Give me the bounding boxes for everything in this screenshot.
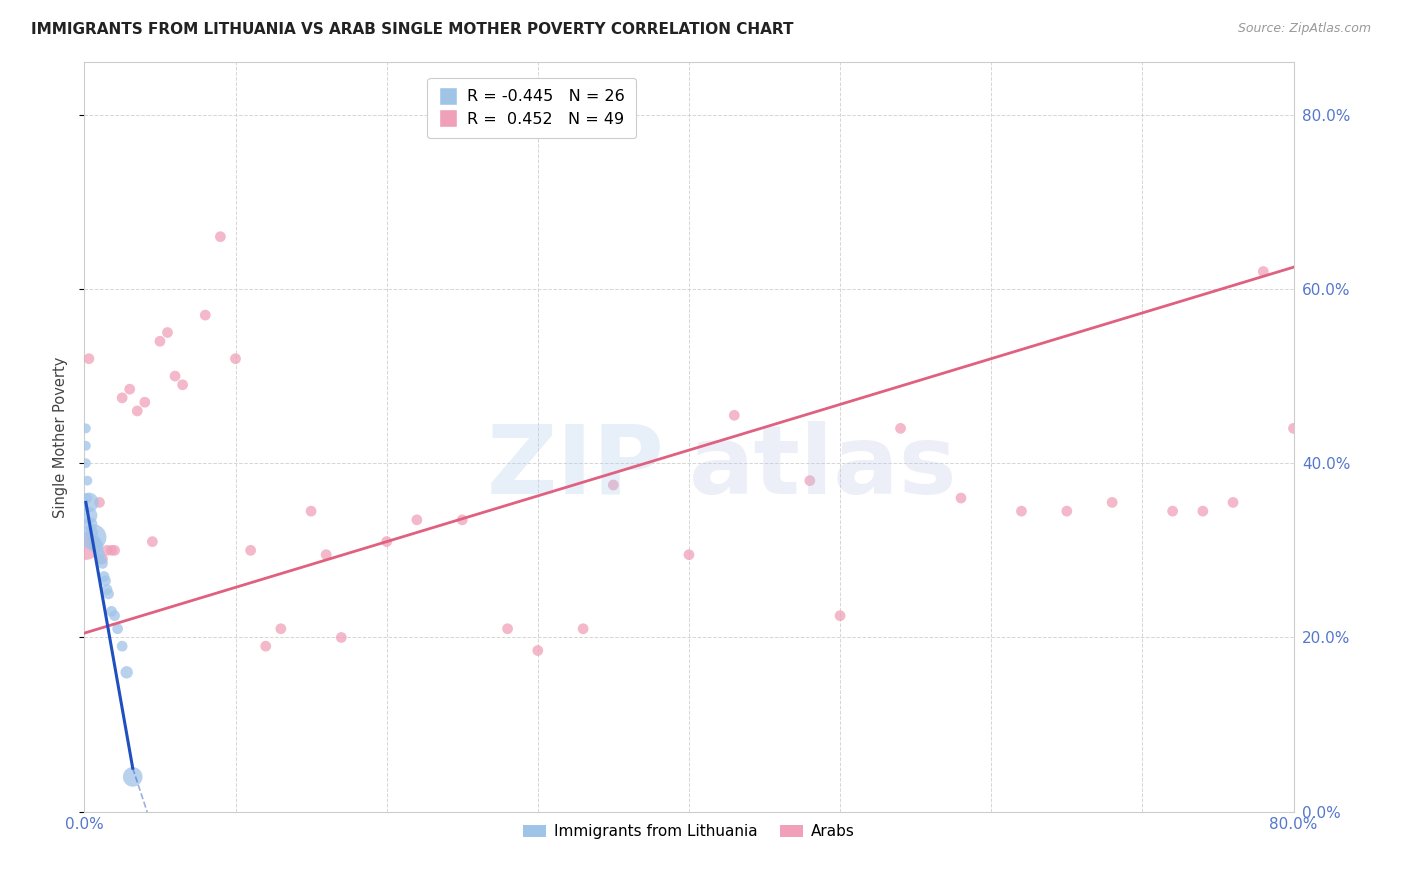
- Point: [91, 552, 114, 566]
- Point: [527, 643, 550, 657]
- Point: [1161, 504, 1184, 518]
- Point: [76, 491, 98, 505]
- Point: [406, 513, 429, 527]
- Point: [94, 574, 117, 588]
- Point: [239, 543, 262, 558]
- Point: [104, 543, 127, 558]
- Point: [225, 351, 247, 366]
- Point: [830, 608, 852, 623]
- Legend: Immigrants from Lithuania, Arabs: Immigrants from Lithuania, Arabs: [517, 818, 860, 846]
- Point: [1282, 421, 1305, 435]
- Point: [1192, 504, 1215, 518]
- Point: [209, 229, 232, 244]
- Point: [90, 552, 112, 566]
- Point: [80, 525, 103, 540]
- Point: [115, 665, 138, 680]
- Point: [1222, 495, 1244, 509]
- Point: [1056, 504, 1078, 518]
- Point: [77, 351, 100, 366]
- Point: [496, 622, 519, 636]
- Text: Source: ZipAtlas.com: Source: ZipAtlas.com: [1237, 22, 1371, 36]
- Point: [299, 504, 322, 518]
- Point: [77, 508, 100, 523]
- Point: [799, 474, 821, 488]
- Point: [111, 639, 134, 653]
- Point: [678, 548, 700, 562]
- Point: [141, 534, 163, 549]
- Point: [80, 534, 103, 549]
- Point: [127, 404, 149, 418]
- Y-axis label: Single Mother Poverty: Single Mother Poverty: [53, 357, 69, 517]
- Point: [111, 391, 134, 405]
- Text: IMMIGRANTS FROM LITHUANIA VS ARAB SINGLE MOTHER POVERTY CORRELATION CHART: IMMIGRANTS FROM LITHUANIA VS ARAB SINGLE…: [31, 22, 793, 37]
- Point: [134, 395, 156, 409]
- Point: [194, 308, 217, 322]
- Point: [254, 639, 277, 653]
- Point: [89, 548, 111, 562]
- Point: [330, 631, 353, 645]
- Point: [96, 543, 118, 558]
- Point: [172, 377, 194, 392]
- Point: [93, 569, 115, 583]
- Point: [156, 326, 179, 340]
- Point: [950, 491, 973, 505]
- Point: [96, 582, 118, 597]
- Point: [75, 456, 97, 470]
- Point: [1313, 504, 1336, 518]
- Point: [1011, 504, 1033, 518]
- Point: [100, 604, 122, 618]
- Point: [87, 543, 110, 558]
- Point: [79, 517, 101, 532]
- Point: [121, 770, 143, 784]
- Point: [602, 478, 624, 492]
- Point: [89, 495, 111, 509]
- Point: [97, 587, 120, 601]
- Point: [572, 622, 595, 636]
- Point: [91, 557, 114, 571]
- Point: [165, 369, 187, 384]
- Point: [375, 534, 398, 549]
- Point: [84, 534, 107, 549]
- Point: [118, 382, 141, 396]
- Point: [107, 622, 129, 636]
- Point: [82, 530, 104, 544]
- Point: [1101, 495, 1123, 509]
- Point: [270, 622, 292, 636]
- Point: [104, 608, 127, 623]
- Point: [451, 513, 474, 527]
- Point: [77, 495, 100, 509]
- Point: [100, 543, 122, 558]
- Point: [149, 334, 172, 349]
- Point: [1253, 264, 1275, 278]
- Point: [315, 548, 337, 562]
- Point: [890, 421, 912, 435]
- Point: [723, 409, 745, 423]
- Text: ZIP: ZIP: [486, 420, 665, 514]
- Text: atlas: atlas: [689, 420, 957, 514]
- Point: [86, 539, 108, 553]
- Point: [86, 539, 108, 553]
- Point: [75, 539, 97, 553]
- Point: [76, 474, 98, 488]
- Point: [75, 421, 97, 435]
- Point: [75, 439, 97, 453]
